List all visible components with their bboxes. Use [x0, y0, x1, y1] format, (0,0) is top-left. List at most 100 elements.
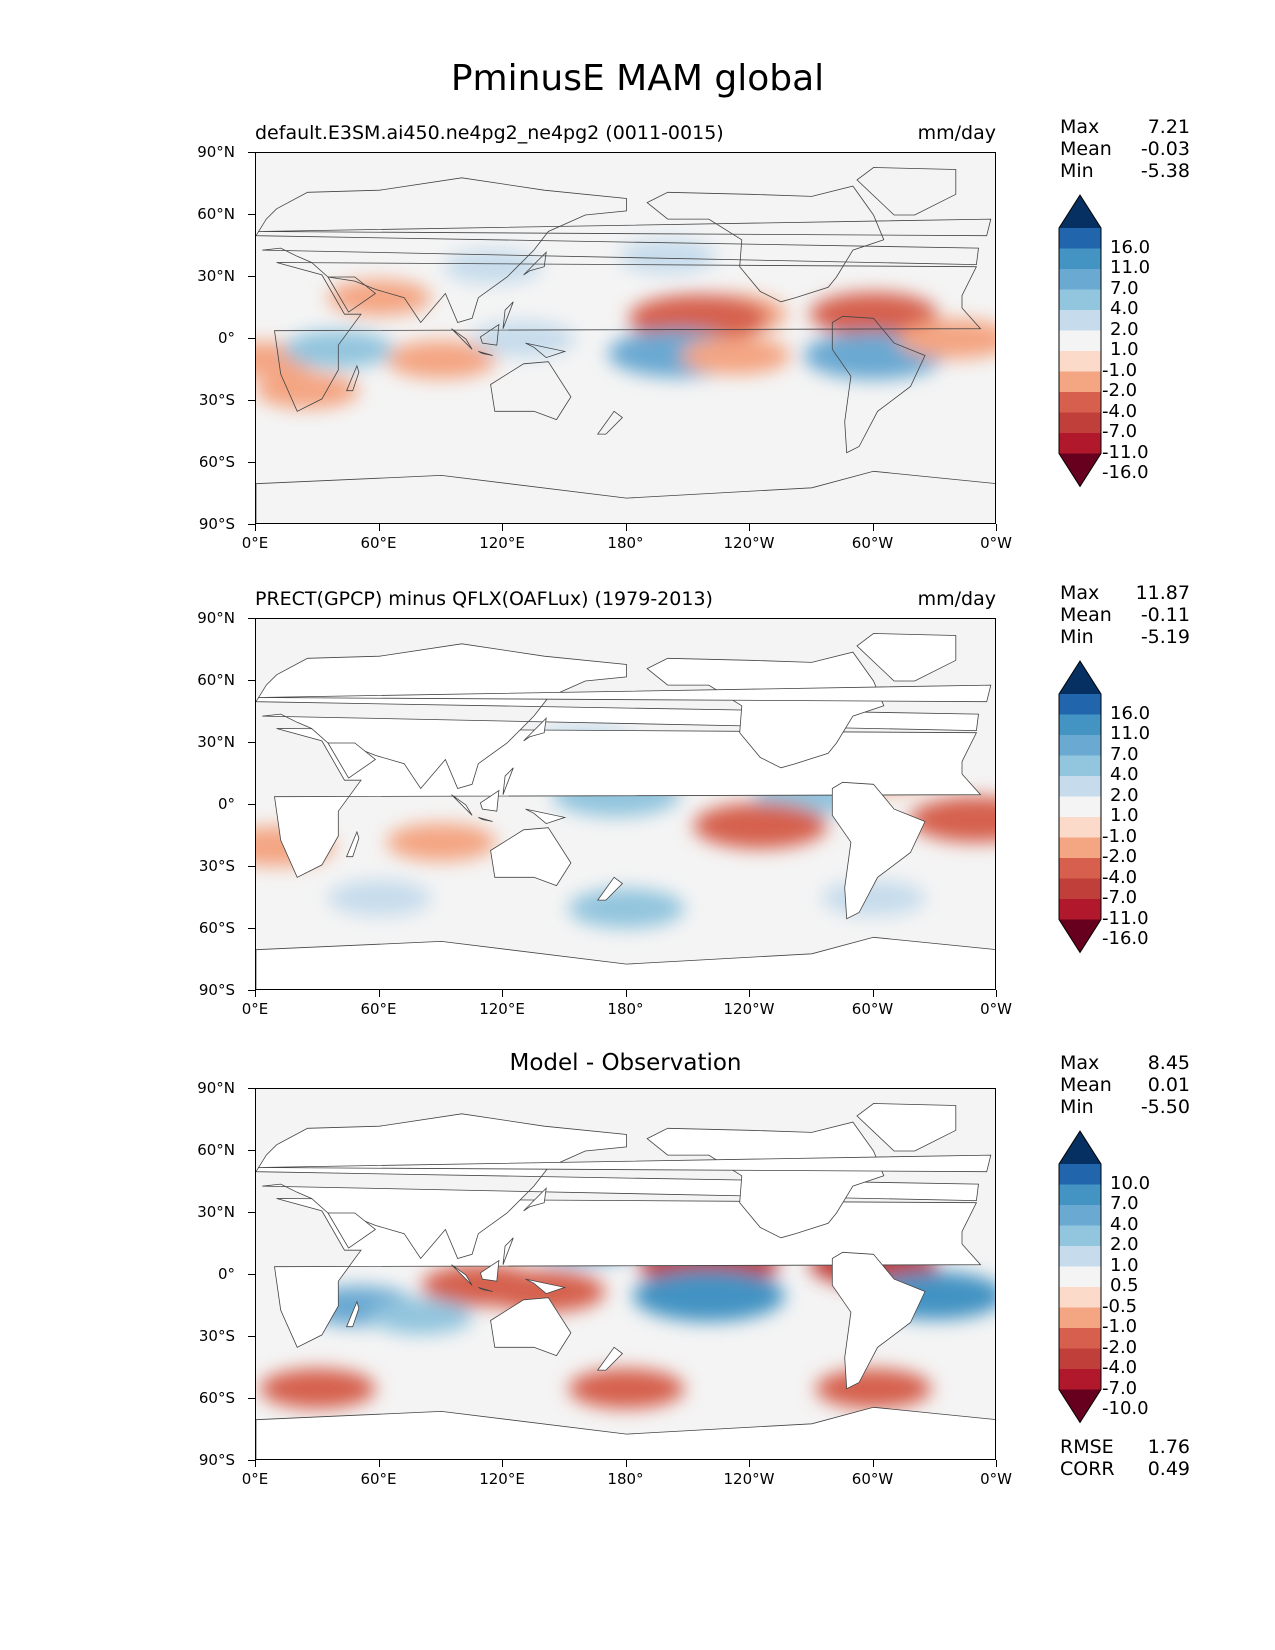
- coastline: [490, 1297, 572, 1357]
- coastline: [478, 351, 493, 356]
- coastline: [256, 470, 995, 523]
- lon-tick-mark: [378, 524, 380, 531]
- colorbar-tick-label: -4.0: [1102, 400, 1138, 422]
- stat-max: Max 8.45: [1060, 1052, 1190, 1074]
- lon-tick-mark: [872, 990, 874, 997]
- lon-tick-mark: [996, 1460, 998, 1467]
- lon-tick-label: 180°: [607, 1000, 644, 1018]
- lat-tick-mark: [248, 1088, 255, 1090]
- coastline: [525, 808, 567, 825]
- lat-tick-mark: [248, 1212, 255, 1214]
- colorbar-segment: [1059, 1287, 1101, 1308]
- contour-field: [256, 1089, 995, 1459]
- colorbar-segment: [1059, 351, 1101, 372]
- coastline: [258, 684, 992, 703]
- lon-tick-label: 60°E: [360, 534, 397, 552]
- colorbar-tick-label: -2.0: [1102, 1336, 1138, 1358]
- colorbar-tick-label: 2.0: [1110, 784, 1139, 806]
- coastline: [256, 643, 979, 790]
- corr-row: CORR 0.49: [1060, 1458, 1190, 1480]
- coastline: [256, 1406, 995, 1459]
- colorbar-tick-label: 7.0: [1110, 277, 1139, 299]
- colorbar-tick-label: 7.0: [1110, 743, 1139, 765]
- stat-min-value: -5.50: [1140, 1096, 1190, 1118]
- lon-tick-mark: [749, 524, 751, 531]
- lon-tick-mark: [996, 524, 998, 531]
- lon-tick-mark: [502, 524, 504, 531]
- stat-mean: Mean 0.01: [1060, 1074, 1190, 1096]
- corr-value: 0.49: [1147, 1458, 1190, 1480]
- stat-mean-value: -0.11: [1140, 604, 1190, 626]
- lat-tick-label: 60°S: [198, 919, 235, 937]
- lat-tick-mark: [248, 680, 255, 682]
- colorbar-segment: [1059, 899, 1101, 920]
- colorbar-tick-label: 16.0: [1110, 236, 1151, 258]
- colorbar: [1058, 1130, 1102, 1424]
- colorbar-extend-max: [1059, 195, 1101, 228]
- colorbar-tick-label: -1.0: [1102, 1316, 1138, 1337]
- lat-tick-mark: [248, 214, 255, 216]
- colorbar-outline: [1058, 194, 1102, 488]
- colorbar-segment: [1059, 1307, 1101, 1329]
- lon-tick-label: 60°E: [360, 1470, 397, 1488]
- stat-min-value: -5.19: [1140, 626, 1190, 648]
- coastline: [327, 276, 377, 313]
- lat-tick-label: 30°S: [198, 391, 235, 409]
- stat-min: Min -5.50: [1060, 1096, 1190, 1118]
- colorbar-segment: [1059, 694, 1101, 715]
- lon-tick-mark: [625, 524, 627, 531]
- colorbar-tick-label: 0.5: [1110, 1275, 1139, 1296]
- lat-tick-mark: [248, 1274, 255, 1276]
- lat-tick-mark: [248, 1398, 255, 1400]
- field-anomaly: [259, 1368, 376, 1409]
- coastline: [346, 830, 360, 858]
- field-anomaly: [693, 802, 828, 849]
- colorbar-tick-label: -2.0: [1102, 846, 1138, 867]
- coastline: [502, 301, 514, 329]
- colorbar-tick-label: 1.0: [1110, 805, 1139, 826]
- colorbar-outline: [1058, 1130, 1102, 1424]
- coastline: [274, 262, 982, 412]
- colorbar-segment: [1059, 371, 1101, 393]
- coastline: [327, 1212, 377, 1249]
- colorbar-tick-label: 4.0: [1110, 764, 1139, 785]
- stat-min-label: Min: [1060, 1096, 1094, 1118]
- stat-mean: Mean -0.03: [1060, 138, 1190, 160]
- lat-tick-label: 60°N: [197, 205, 235, 223]
- lat-tick-label: 0°: [217, 1265, 235, 1283]
- lat-tick-label: 60°S: [198, 1389, 235, 1407]
- colorbar-segment: [1059, 1225, 1101, 1247]
- stat-min: Min -5.19: [1060, 626, 1190, 648]
- field-anomaly: [443, 249, 542, 284]
- stat-min: Min -5.38: [1060, 160, 1190, 182]
- lat-tick-label: 0°: [217, 329, 235, 347]
- lat-tick-label: 30°S: [198, 1327, 235, 1345]
- lon-tick-label: 60°W: [851, 1000, 894, 1018]
- lon-tick-label: 120°E: [479, 1000, 525, 1018]
- colorbar-outline: [1058, 660, 1102, 954]
- coastline: [451, 1264, 473, 1286]
- coastline: [523, 1187, 547, 1212]
- lat-tick-label: 90°N: [197, 609, 235, 627]
- field-anomaly: [909, 796, 995, 843]
- colorbar-segment: [1059, 412, 1101, 434]
- coastline: [831, 781, 926, 920]
- lon-tick-mark: [255, 990, 257, 997]
- colorbar-segment: [1059, 735, 1101, 756]
- lat-tick-label: 30°N: [197, 1203, 235, 1221]
- lon-tick-label: 60°E: [360, 1000, 397, 1018]
- field-anomaly: [386, 823, 497, 862]
- colorbar: [1058, 194, 1102, 488]
- field-anomaly: [815, 1368, 932, 1409]
- lon-tick-label: 180°: [607, 1470, 644, 1488]
- lat-tick-label: 90°S: [198, 1451, 235, 1469]
- field-anomaly: [327, 279, 432, 316]
- stat-mean-value: 0.01: [1147, 1074, 1190, 1096]
- coastline: [856, 167, 957, 216]
- colorbar-tick-label: 10.0: [1110, 1172, 1151, 1194]
- colorbar-tick-label: 2.0: [1110, 318, 1139, 340]
- lon-tick-label: 0°W: [980, 534, 1012, 552]
- colorbar-segment: [1059, 817, 1101, 838]
- lat-tick-mark: [248, 462, 255, 464]
- colorbar-tick-label: -4.0: [1102, 1357, 1138, 1378]
